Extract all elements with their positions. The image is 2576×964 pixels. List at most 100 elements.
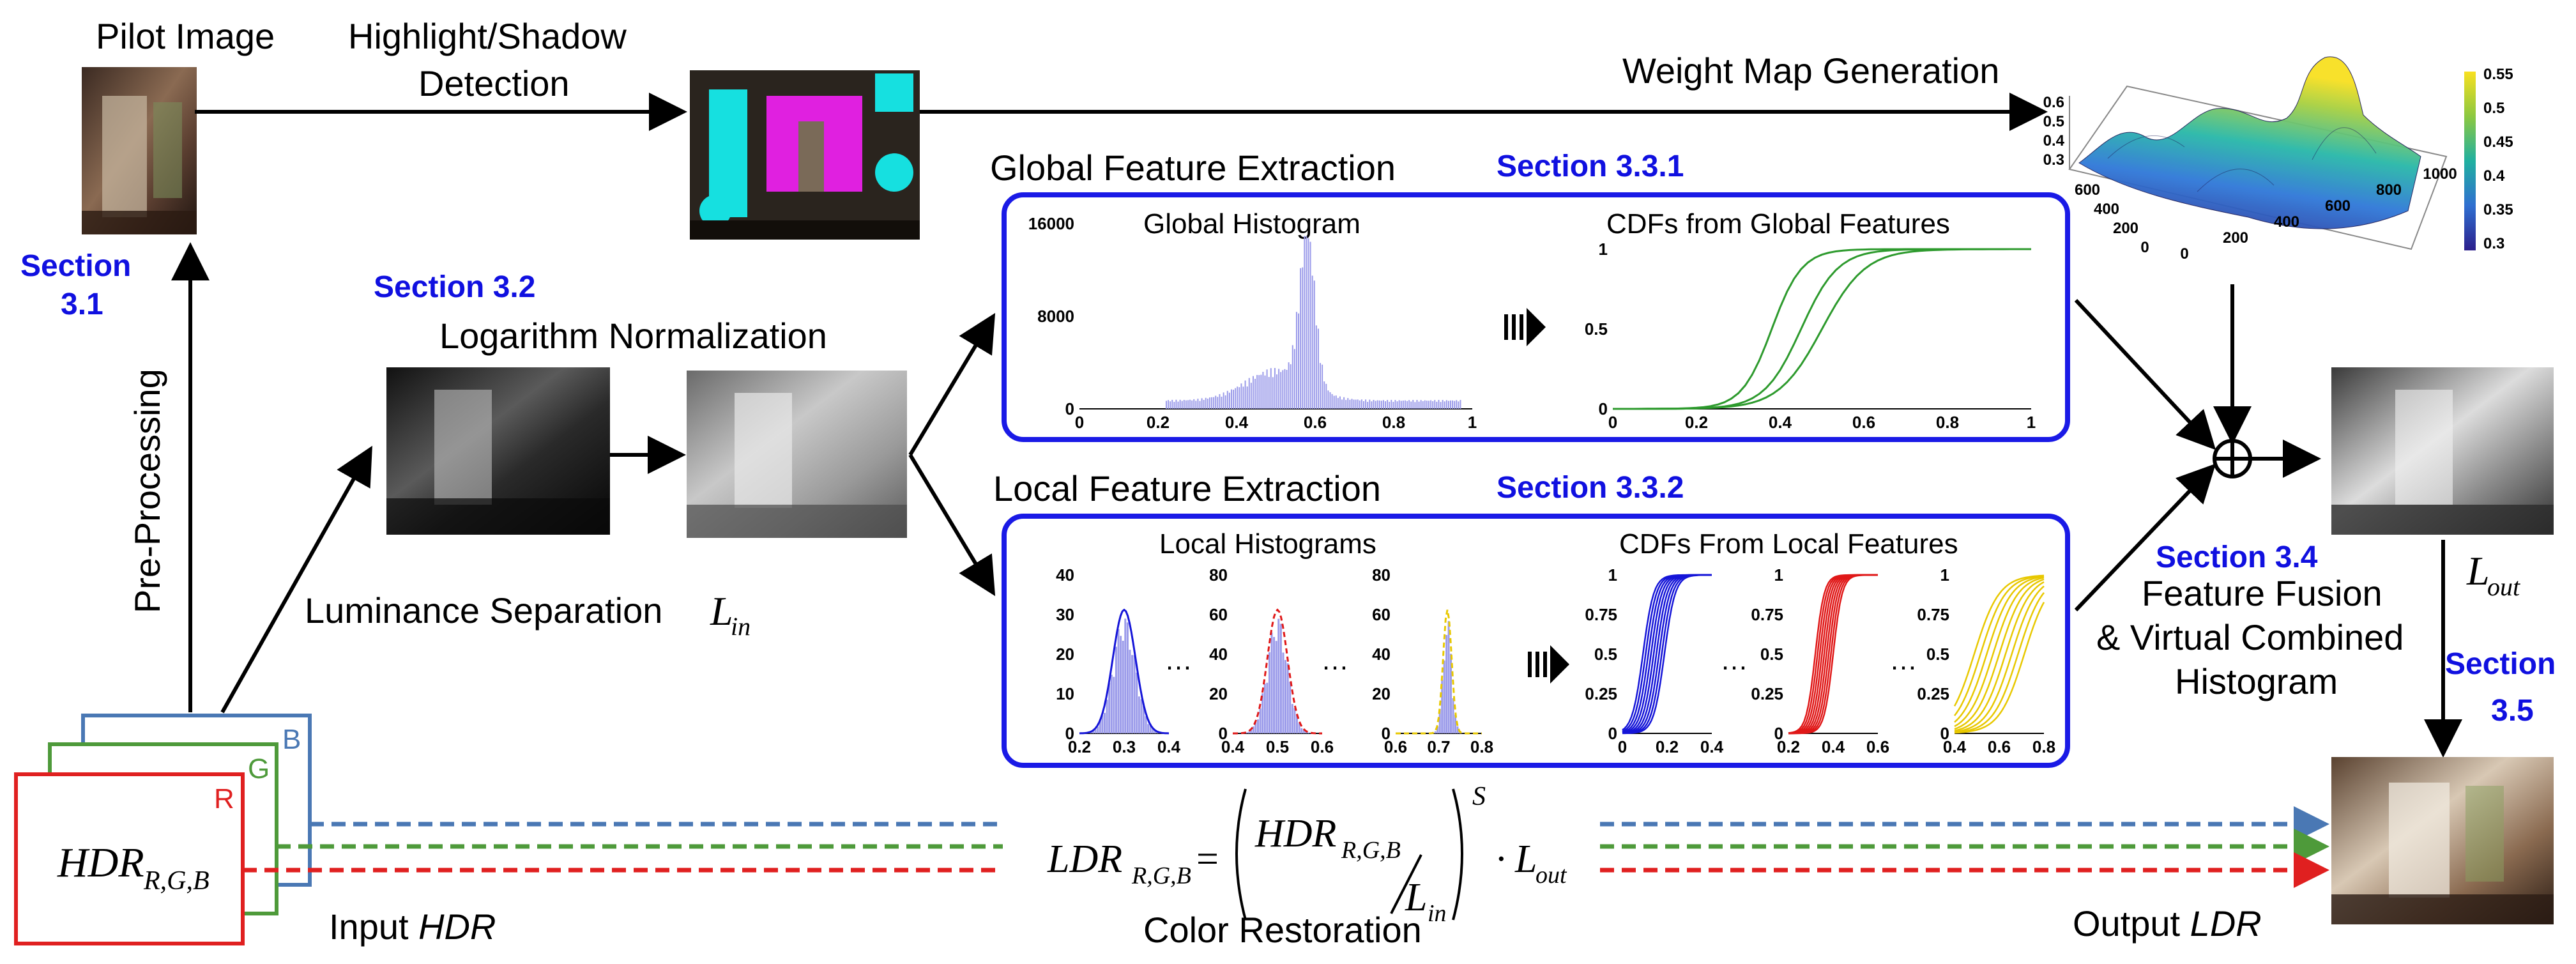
color-restoration-label: Color Restoration [1143, 910, 1422, 950]
global-cdf-y-tick: 0 [1599, 399, 1608, 418]
formula-equals: = [1196, 838, 1219, 881]
wm-z-tick: 0.3 [2043, 151, 2064, 169]
section-3-5-line2: 3.5 [2491, 694, 2534, 728]
local-cdf-3-y-tick: 0 [1940, 724, 1949, 743]
formula-den: L [1405, 876, 1427, 919]
global-histogram-plot: 0 0.2 0.4 0.6 0.8 1 16000 8000 0 [1028, 214, 1477, 432]
global-cdf-x-tick: 0 [1608, 413, 1617, 432]
formula-left-paren [1235, 788, 1247, 921]
pilot-image-label: Pilot Image [96, 16, 275, 56]
local-cdf-3-x-tick: 0.4 [1943, 737, 1967, 756]
pre-processing-label: Pre-Processing [127, 369, 167, 613]
local-cdf-1-y-tick: 0 [1608, 724, 1617, 743]
global-cdf-plot: 0 0.2 0.4 0.6 0.8 1 1 0.5 0 [1585, 240, 2036, 432]
local-feature-label: Local Feature Extraction [993, 468, 1381, 509]
section-3-3-1: Section 3.3.1 [1497, 149, 1684, 183]
global-hist-x-tick: 0.8 [1382, 413, 1405, 432]
local-cdf-curve [1954, 576, 2045, 723]
arrow-local-to-fusion [2074, 463, 2216, 612]
highlight-label-line2: Detection [418, 63, 570, 103]
wm-y-tick: 400 [2094, 201, 2119, 218]
arrow-global-to-fusion [2074, 298, 2216, 450]
highlight-label-line1: Highlight/Shadow [348, 16, 627, 56]
local-hist-2-y-tick: 60 [1209, 605, 1228, 624]
local-hist-3-y-tick: 80 [1372, 565, 1391, 585]
local-cdf-1-x-tick: 0.2 [1656, 737, 1679, 756]
wm-z-tick: 0.6 [2043, 94, 2064, 111]
local-cdf-ellipsis: … [1889, 645, 1917, 676]
wm-colorbar-tick: 0.4 [2483, 167, 2505, 185]
local-hist-3-x-tick: 0.7 [1427, 737, 1450, 756]
local-hist-2-x-tick: 0.6 [1311, 737, 1334, 756]
local-hist-title: Local Histograms [1159, 528, 1376, 560]
local-cdf-3-y-tick: 0.75 [1917, 605, 1949, 624]
formula-lhs: LDR [1047, 838, 1122, 881]
global-cdf-x-tick: 0.2 [1685, 413, 1708, 432]
local-cdf-2-y-tick: 0.5 [1760, 645, 1783, 664]
local-hist-1-y-tick: 30 [1056, 605, 1074, 624]
local-cdf-curve [1953, 575, 2045, 716]
local-hist-3-y-tick: 0 [1382, 724, 1391, 743]
hdr-r-label: R [214, 783, 234, 815]
local-cdf-3-y-tick: 0.5 [1926, 645, 1949, 664]
local-cdf-2-y-tick: 0.25 [1751, 684, 1783, 703]
local-hist-2-x-tick: 0.4 [1221, 737, 1245, 756]
local-cdf-curve [1954, 602, 2045, 734]
big-arrow-global-icon [1504, 308, 1546, 346]
lout-symbol: L [2466, 548, 2490, 593]
pilot-image [82, 67, 197, 234]
wm-colorbar-tick: 0.45 [2483, 134, 2513, 151]
local-hist-2-y-tick: 40 [1209, 645, 1228, 664]
global-panel [1002, 192, 2070, 442]
wm-x-tick: 600 [2325, 197, 2351, 215]
global-hist-x-tick: 0.6 [1304, 413, 1327, 432]
wm-colorbar-ticks: 0.55 0.5 0.45 0.4 0.35 0.3 [2483, 66, 2513, 252]
local-hist-1-y-tick: 20 [1056, 645, 1074, 664]
wm-y-tick: 600 [2075, 181, 2100, 199]
lin-symbol: L [710, 588, 733, 634]
input-prefix: Input [329, 907, 418, 947]
local-cdf-3-y-tick: 0.25 [1917, 684, 1949, 703]
local-hist-1-y-tick: 0 [1065, 724, 1074, 743]
wm-x-tick: 1000 [2423, 165, 2457, 183]
local-cdf-1-y-tick: 0.75 [1585, 605, 1617, 624]
section-3-1-line1: Section [20, 249, 131, 283]
local-cdf-2-y-tick: 0.75 [1751, 605, 1783, 624]
wm-colorbar-tick: 0.35 [2483, 201, 2513, 218]
global-hist-x-tick: 0.4 [1225, 413, 1249, 432]
local-hist-2-x-tick: 0.5 [1266, 737, 1289, 756]
arrow-to-local [908, 454, 996, 597]
local-cdf-1-y-tick: 1 [1608, 565, 1617, 585]
local-hist-ellipsis: … [1321, 645, 1349, 676]
local-hist-fit [1233, 608, 1322, 735]
local-cdf-curve [1953, 574, 2045, 707]
formula-out: L [1514, 838, 1537, 881]
local-cdf-1-y-tick: 0.5 [1594, 645, 1617, 664]
fusion-label-line2: & Virtual Combined [2096, 617, 2404, 657]
local-cdf-3-x-tick: 0.6 [1988, 737, 2011, 756]
formula-num-sub: R,G,B [1341, 837, 1401, 864]
formula-num: HDR [1254, 812, 1336, 855]
weight-map-label: Weight Map Generation [1622, 50, 1999, 91]
input-italic: HDR [418, 907, 496, 947]
global-hist-y-tick: 0 [1065, 399, 1074, 418]
section-3-5-line1: Section [2445, 647, 2556, 681]
local-cdf-2-y-tick: 0 [1774, 724, 1783, 743]
wm-surface [2078, 56, 2421, 229]
lin-sub: in [731, 612, 751, 641]
big-arrow-local-icon [1528, 645, 1569, 684]
local-panel [1002, 514, 2070, 768]
local-cdf-2-y-tick: 1 [1774, 565, 1783, 585]
wm-z-tick: 0.5 [2043, 113, 2064, 130]
local-hist-1-x-tick: 0.4 [1157, 737, 1181, 756]
hdr-g-label: G [248, 753, 270, 784]
lout-image [2331, 367, 2554, 535]
global-hist-y-tick: 8000 [1037, 307, 1074, 326]
local-cdf-2-x-tick: 0.6 [1866, 737, 1889, 756]
formula-den-sub: in [1428, 900, 1447, 927]
weight-map-plot: 0.55 0.5 0.45 0.4 0.35 0.3 0.6 0.5 0.4 0.3 600 40… [2043, 56, 2513, 263]
lout-sub: out [2487, 572, 2520, 601]
local-cdf-curve [1954, 592, 2045, 733]
